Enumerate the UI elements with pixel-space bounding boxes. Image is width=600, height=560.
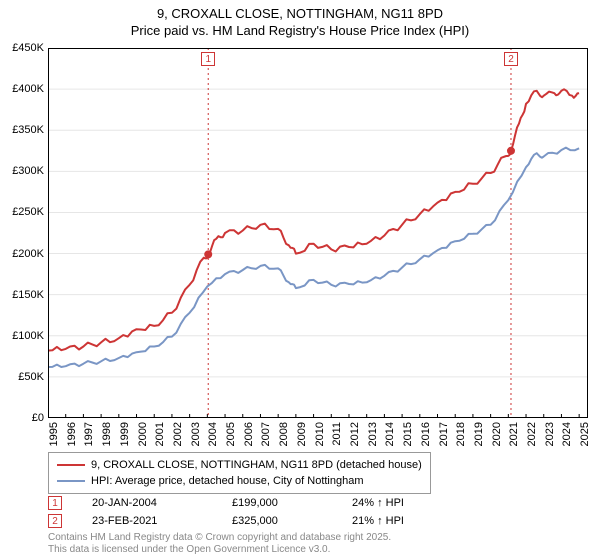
legend-swatch <box>57 464 85 466</box>
x-tick-label: 2003 <box>190 422 202 446</box>
y-tick-label: £0 <box>32 412 44 424</box>
y-axis: £0£50K£100K£150K£200K£250K£300K£350K£400… <box>0 48 48 418</box>
plot-svg <box>48 48 588 418</box>
y-tick-label: £250K <box>12 206 44 218</box>
x-tick-label: 1998 <box>101 422 113 446</box>
legend-label: 9, CROXALL CLOSE, NOTTINGHAM, NG11 8PD (… <box>91 459 422 471</box>
x-tick-label: 2004 <box>207 422 219 446</box>
title-line1: 9, CROXALL CLOSE, NOTTINGHAM, NG11 8PD <box>0 6 600 23</box>
marker-date: 23-FEB-2021 <box>92 515 202 527</box>
x-tick-label: 2019 <box>473 422 485 446</box>
marker-flag: 2 <box>504 52 518 66</box>
y-tick-label: £200K <box>12 248 44 260</box>
marker-price: £199,000 <box>232 497 322 509</box>
y-tick-label: £150K <box>12 289 44 301</box>
marker-row: 2 23-FEB-2021 £325,000 21% ↑ HPI <box>48 512 442 530</box>
x-tick-label: 2013 <box>367 422 379 446</box>
legend-swatch <box>57 480 85 482</box>
x-tick-label: 2016 <box>420 422 432 446</box>
legend: 9, CROXALL CLOSE, NOTTINGHAM, NG11 8PD (… <box>48 452 431 494</box>
y-tick-label: £50K <box>18 371 44 383</box>
x-tick-label: 2006 <box>243 422 255 446</box>
x-tick-label: 2020 <box>491 422 503 446</box>
x-tick-label: 2010 <box>314 422 326 446</box>
marker-pct: 24% ↑ HPI <box>352 497 442 509</box>
marker-price: £325,000 <box>232 515 322 527</box>
x-tick-label: 1997 <box>83 422 95 446</box>
x-tick-label: 2022 <box>526 422 538 446</box>
x-tick-label: 2017 <box>438 422 450 446</box>
x-tick-label: 2008 <box>278 422 290 446</box>
x-tick-label: 2018 <box>455 422 467 446</box>
marker-date: 20-JAN-2004 <box>92 497 202 509</box>
x-tick-label: 2002 <box>172 422 184 446</box>
y-tick-label: £450K <box>12 42 44 54</box>
x-tick-label: 2015 <box>402 422 414 446</box>
x-tick-label: 2001 <box>154 422 166 446</box>
x-tick-label: 1999 <box>119 422 131 446</box>
x-tick-label: 2012 <box>349 422 361 446</box>
x-tick-label: 2005 <box>225 422 237 446</box>
x-tick-label: 2024 <box>561 422 573 446</box>
x-tick-label: 2000 <box>137 422 149 446</box>
title-block: 9, CROXALL CLOSE, NOTTINGHAM, NG11 8PD P… <box>0 0 600 40</box>
attribution-line2: This data is licensed under the Open Gov… <box>48 544 391 556</box>
x-tick-label: 2009 <box>296 422 308 446</box>
x-tick-label: 1996 <box>66 422 78 446</box>
x-tick-label: 2021 <box>508 422 520 446</box>
chart-container: 9, CROXALL CLOSE, NOTTINGHAM, NG11 8PD P… <box>0 0 600 560</box>
y-tick-label: £100K <box>12 330 44 342</box>
x-tick-label: 2011 <box>331 422 343 446</box>
x-tick-label: 2023 <box>544 422 556 446</box>
title-line2: Price paid vs. HM Land Registry's House … <box>0 23 600 40</box>
marker-table: 1 20-JAN-2004 £199,000 24% ↑ HPI 2 23-FEB-202… <box>48 494 442 530</box>
attribution-line1: Contains HM Land Registry data © Crown c… <box>48 532 391 544</box>
marker-id-box: 1 <box>48 496 62 510</box>
chart-plot-area <box>48 48 588 418</box>
x-tick-label: 2007 <box>260 422 272 446</box>
x-tick-label: 2025 <box>579 422 591 446</box>
legend-row: 9, CROXALL CLOSE, NOTTINGHAM, NG11 8PD (… <box>57 457 422 473</box>
marker-flag: 1 <box>201 52 215 66</box>
x-tick-label: 2014 <box>384 422 396 446</box>
legend-row: HPI: Average price, detached house, City… <box>57 473 422 489</box>
legend-label: HPI: Average price, detached house, City… <box>91 475 364 487</box>
marker-pct: 21% ↑ HPI <box>352 515 442 527</box>
y-tick-label: £350K <box>12 124 44 136</box>
marker-id-box: 2 <box>48 514 62 528</box>
y-tick-label: £300K <box>12 165 44 177</box>
x-tick-label: 1995 <box>48 422 60 446</box>
y-tick-label: £400K <box>12 83 44 95</box>
marker-row: 1 20-JAN-2004 £199,000 24% ↑ HPI <box>48 494 442 512</box>
x-axis: 1995 1996 1997 1998 1999 2000 2001 2002 2003 2004… <box>48 418 588 448</box>
attribution: Contains HM Land Registry data © Crown c… <box>48 532 391 556</box>
